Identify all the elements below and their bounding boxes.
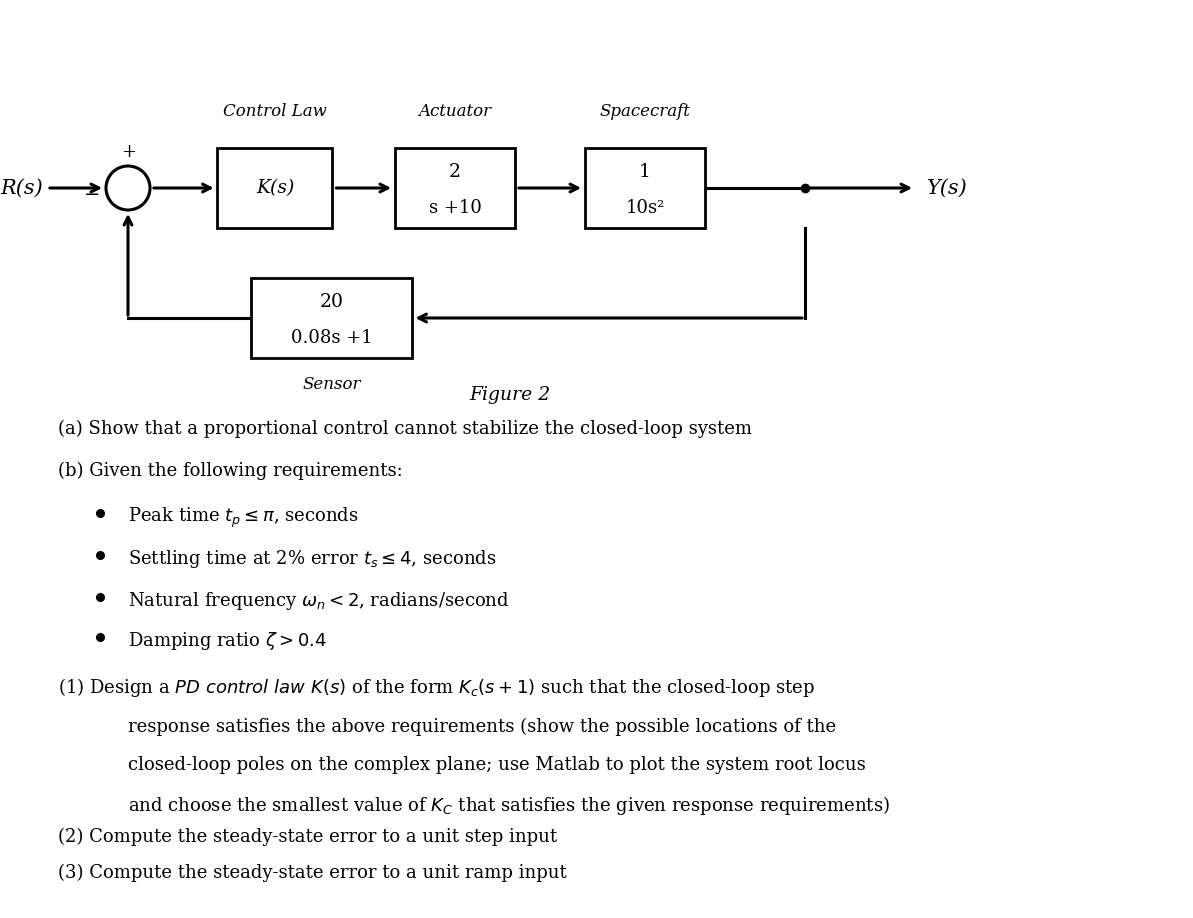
Text: and choose the smallest value of $K_C$ that satisfies the given response require: and choose the smallest value of $K_C$ t… bbox=[128, 794, 890, 817]
Text: (1) Design a $\mathit{PD\ control\ law\ K(s)}$ of the form $K_c(s+1)$ such that : (1) Design a $\mathit{PD\ control\ law\ … bbox=[58, 676, 815, 699]
Text: K(s): K(s) bbox=[255, 179, 295, 197]
Text: Damping ratio $\zeta > 0.4$: Damping ratio $\zeta > 0.4$ bbox=[128, 630, 327, 652]
Text: Y(s): Y(s) bbox=[927, 178, 968, 197]
Text: response satisfies the above requirements (show the possible locations of the: response satisfies the above requirement… bbox=[128, 718, 836, 736]
Text: Control Law: Control Law bbox=[223, 103, 327, 120]
Text: Settling time at 2% error $t_s \leq 4$, seconds: Settling time at 2% error $t_s \leq 4$, … bbox=[128, 548, 496, 570]
Text: Spacecraft: Spacecraft bbox=[600, 103, 691, 120]
Text: 10s²: 10s² bbox=[625, 199, 665, 217]
Text: (2) Compute the steady-state error to a unit step input: (2) Compute the steady-state error to a … bbox=[58, 828, 557, 846]
Text: R(s): R(s) bbox=[0, 178, 43, 197]
Text: s +10: s +10 bbox=[428, 199, 482, 217]
Text: (b) Given the following requirements:: (b) Given the following requirements: bbox=[58, 462, 403, 480]
Text: −: − bbox=[84, 186, 100, 204]
Bar bbox=[217, 148, 333, 228]
Text: Peak time $t_p \leq \pi$, seconds: Peak time $t_p \leq \pi$, seconds bbox=[128, 506, 359, 531]
Bar bbox=[585, 148, 705, 228]
Text: +: + bbox=[122, 143, 136, 161]
Text: 20: 20 bbox=[320, 293, 344, 311]
Text: Actuator: Actuator bbox=[419, 103, 492, 120]
Text: 1: 1 bbox=[639, 163, 651, 181]
Text: 0.08s +1: 0.08s +1 bbox=[291, 329, 372, 347]
Text: Natural frequency $\omega_n < 2$, radians/second: Natural frequency $\omega_n < 2$, radian… bbox=[128, 590, 509, 612]
Text: Sensor: Sensor bbox=[302, 376, 360, 393]
Text: Figure 2: Figure 2 bbox=[469, 386, 550, 404]
Text: (a) Show that a proportional control cannot stabilize the closed-loop system: (a) Show that a proportional control can… bbox=[58, 420, 752, 438]
Bar bbox=[395, 148, 515, 228]
Bar bbox=[252, 278, 412, 358]
Text: 2: 2 bbox=[449, 163, 460, 181]
Text: closed-loop poles on the complex plane; use Matlab to plot the system root locus: closed-loop poles on the complex plane; … bbox=[128, 756, 866, 774]
Text: (3) Compute the steady-state error to a unit ramp input: (3) Compute the steady-state error to a … bbox=[58, 864, 567, 882]
